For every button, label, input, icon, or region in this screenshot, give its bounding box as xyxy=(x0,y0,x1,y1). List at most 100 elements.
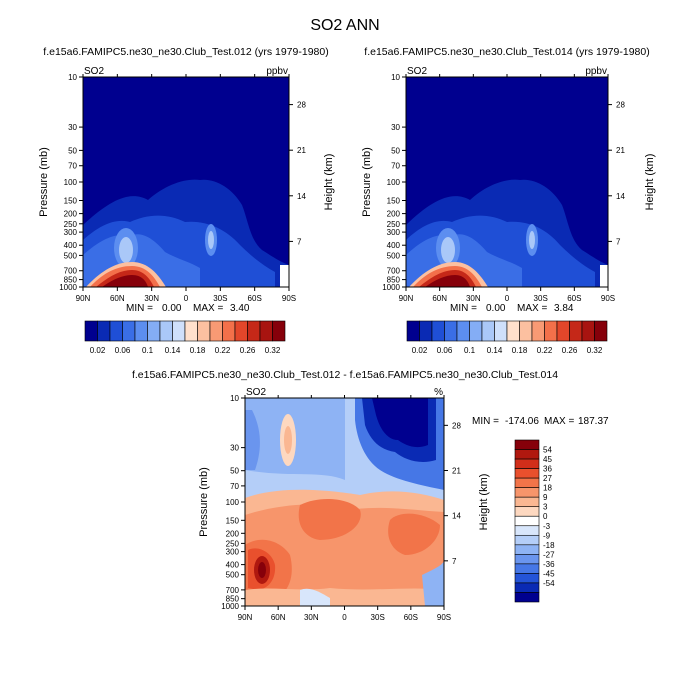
panel-diff-colorbar-swatch xyxy=(514,515,540,527)
panel-left-ytick-label: 100 xyxy=(64,178,78,187)
panel-left-xtick-label: 60N xyxy=(110,294,125,303)
panel-diff-colorbar-label: -27 xyxy=(543,550,555,559)
panel-left-ytick-label: 150 xyxy=(64,196,78,205)
panel-right-title: f.e15a6.FAMIPC5.ne30_ne30.Club_Test.014 … xyxy=(364,46,649,58)
panel-right-ytick-label: 200 xyxy=(387,210,401,219)
panel-diff-field-label: SO2 xyxy=(246,387,266,398)
panel-right-ytick-label: 300 xyxy=(387,228,401,237)
panel-diff-ylabel-right: Height (km) xyxy=(478,474,490,531)
panel-left-ytick-label: 500 xyxy=(64,251,78,260)
panel-right-ytick-label: 30 xyxy=(391,123,400,132)
panel-left-xtick-label: 30S xyxy=(213,294,227,303)
panel-left-ytick-label: 50 xyxy=(68,146,77,155)
panel-diff-ytick-label: 1000 xyxy=(221,602,239,611)
panel-left-colorbar-label: 0.02 xyxy=(90,346,106,355)
panel-right-colorbar-swatch xyxy=(494,320,508,342)
panel-left-colorbar-swatch xyxy=(147,320,161,342)
panel-left-colorbar-swatch xyxy=(247,320,261,342)
panel-right-ytick-right-label: 28 xyxy=(616,101,625,110)
panel-left-min-value: 0.00 xyxy=(162,303,182,314)
panel-left-title: f.e15a6.FAMIPC5.ne30_ne30.Club_Test.012 … xyxy=(43,46,328,58)
panel-diff-xtick-label: 90S xyxy=(437,613,451,622)
panel-diff-colorbar-label: 18 xyxy=(543,484,552,493)
panel-right-colorbar-swatch xyxy=(519,320,533,342)
panel-left-xtick-label: 30N xyxy=(144,294,159,303)
panel-left-ytick-label: 200 xyxy=(64,210,78,219)
panel-left-colorbar-label: 0.1 xyxy=(142,346,154,355)
panel-left-colorbar-swatch xyxy=(84,320,98,342)
panel-diff-xtick-label: 90N xyxy=(238,613,253,622)
panel-diff-max-value: 187.37 xyxy=(578,416,609,427)
panel-left-colorbar-swatch xyxy=(159,320,173,342)
panel-right-plot-area xyxy=(406,77,608,287)
panel-right-ytick-right-label: 14 xyxy=(616,192,625,201)
panel-diff-xtick-label: 30S xyxy=(371,613,385,622)
panel-diff-colorbar-swatch xyxy=(514,468,540,479)
panel-right-colorbar-swatch xyxy=(481,320,495,342)
panel-left-max-label: MAX = xyxy=(193,303,223,314)
panel-diff-ytick-label: 10 xyxy=(230,394,239,403)
panel-right-colorbar-label: 0.18 xyxy=(512,346,528,355)
panel-left-ylabel: Pressure (mb) xyxy=(38,147,50,217)
panel-left-colorbar-label: 0.18 xyxy=(190,346,206,355)
panel-left-xtick-label: 0 xyxy=(184,294,189,303)
panel-right-ytick-label: 400 xyxy=(387,241,401,250)
panel-left-colorbar-swatch xyxy=(272,320,286,342)
panel-left-plot-area xyxy=(83,77,289,287)
panel-left-colorbar-swatch xyxy=(234,320,248,342)
panel-diff-max-label: MAX = xyxy=(544,416,574,427)
panel-right-colorbar-label: 0.1 xyxy=(464,346,476,355)
panel-left-ytick-label: 300 xyxy=(64,228,78,237)
panel-diff-colorbar-swatch xyxy=(514,563,540,574)
panel-left-colorbar-swatch xyxy=(97,320,111,342)
panel-left-colorbar-label: 0.26 xyxy=(240,346,256,355)
panel-diff-colorbar-swatch xyxy=(514,449,540,460)
panel-right-max-value: 3.84 xyxy=(554,303,574,314)
panel-diff-ytick-right-label: 28 xyxy=(452,421,461,430)
panel-right-ytick-right-label: 21 xyxy=(616,146,625,155)
panel-diff-colorbar-label: -9 xyxy=(543,531,551,540)
panel-diff-ytick-label: 100 xyxy=(226,498,240,507)
panel-diff-colorbar-swatch xyxy=(514,477,540,488)
panel-right-max-label: MAX = xyxy=(517,303,547,314)
panel-diff-colorbar-label: -3 xyxy=(543,522,551,531)
panel-right-xtick-label: 90N xyxy=(399,294,414,303)
panel-left-colorbar-swatch xyxy=(197,320,211,342)
panel-right: f.e15a6.FAMIPC5.ne30_ne30.Club_Test.014 … xyxy=(361,46,656,355)
panel-right-colorbar-swatch xyxy=(556,320,570,342)
panel-left-colorbar-swatch xyxy=(172,320,186,342)
panel-diff-ytick-label: 300 xyxy=(226,548,240,557)
panel-left-colorbar-swatch xyxy=(134,320,148,342)
panel-left-colorbar-swatch xyxy=(184,320,198,342)
panel-left-colorbar: 0.02 0.06 0.1 0.14 0.18 0.22 0.26 0.32 xyxy=(84,320,286,355)
panel-diff-colorbar-swatch xyxy=(514,582,540,593)
panel-diff-colorbar-swatch xyxy=(514,534,540,546)
panel-diff: f.e15a6.FAMIPC5.ne30_ne30.Club_Test.012 … xyxy=(132,369,609,622)
panel-right-ytick-label: 500 xyxy=(387,251,401,260)
panel-left-ytick-label: 30 xyxy=(68,123,77,132)
panel-diff-colorbar-label: 9 xyxy=(543,493,548,502)
panel-diff-colorbar-label: 36 xyxy=(543,465,552,474)
panel-right-colorbar-swatch xyxy=(506,320,520,342)
panel-right-colorbar-swatch xyxy=(406,320,420,342)
panel-left-colorbar-swatch xyxy=(122,320,136,342)
panel-right-colorbar-swatch xyxy=(531,320,545,342)
panel-diff-ytick-label: 150 xyxy=(226,516,240,525)
panel-right-colorbar-label: 0.02 xyxy=(412,346,428,355)
panel-left-colorbar-label: 0.14 xyxy=(165,346,181,355)
panel-diff-colorbar-swatch xyxy=(514,573,540,584)
panel-diff-min-label: MIN = xyxy=(472,416,499,427)
panel-left-colorbar-swatch xyxy=(259,320,273,342)
panel-left-ytick-right-label: 28 xyxy=(297,101,306,110)
panel-left-xtick-label: 90N xyxy=(76,294,91,303)
panel-right-ylabel-right: Height (km) xyxy=(644,154,656,211)
panel-right-field-label: SO2 xyxy=(407,66,427,77)
panel-diff-colorbar-swatch xyxy=(514,496,540,508)
panel-right-xtick-label: 0 xyxy=(505,294,510,303)
panel-diff-colorbar-swatch xyxy=(514,506,540,517)
panel-left-field-label: SO2 xyxy=(84,66,104,77)
panel-diff-ytick-label: 50 xyxy=(230,467,239,476)
panel-diff-ytick-label: 70 xyxy=(230,482,239,491)
